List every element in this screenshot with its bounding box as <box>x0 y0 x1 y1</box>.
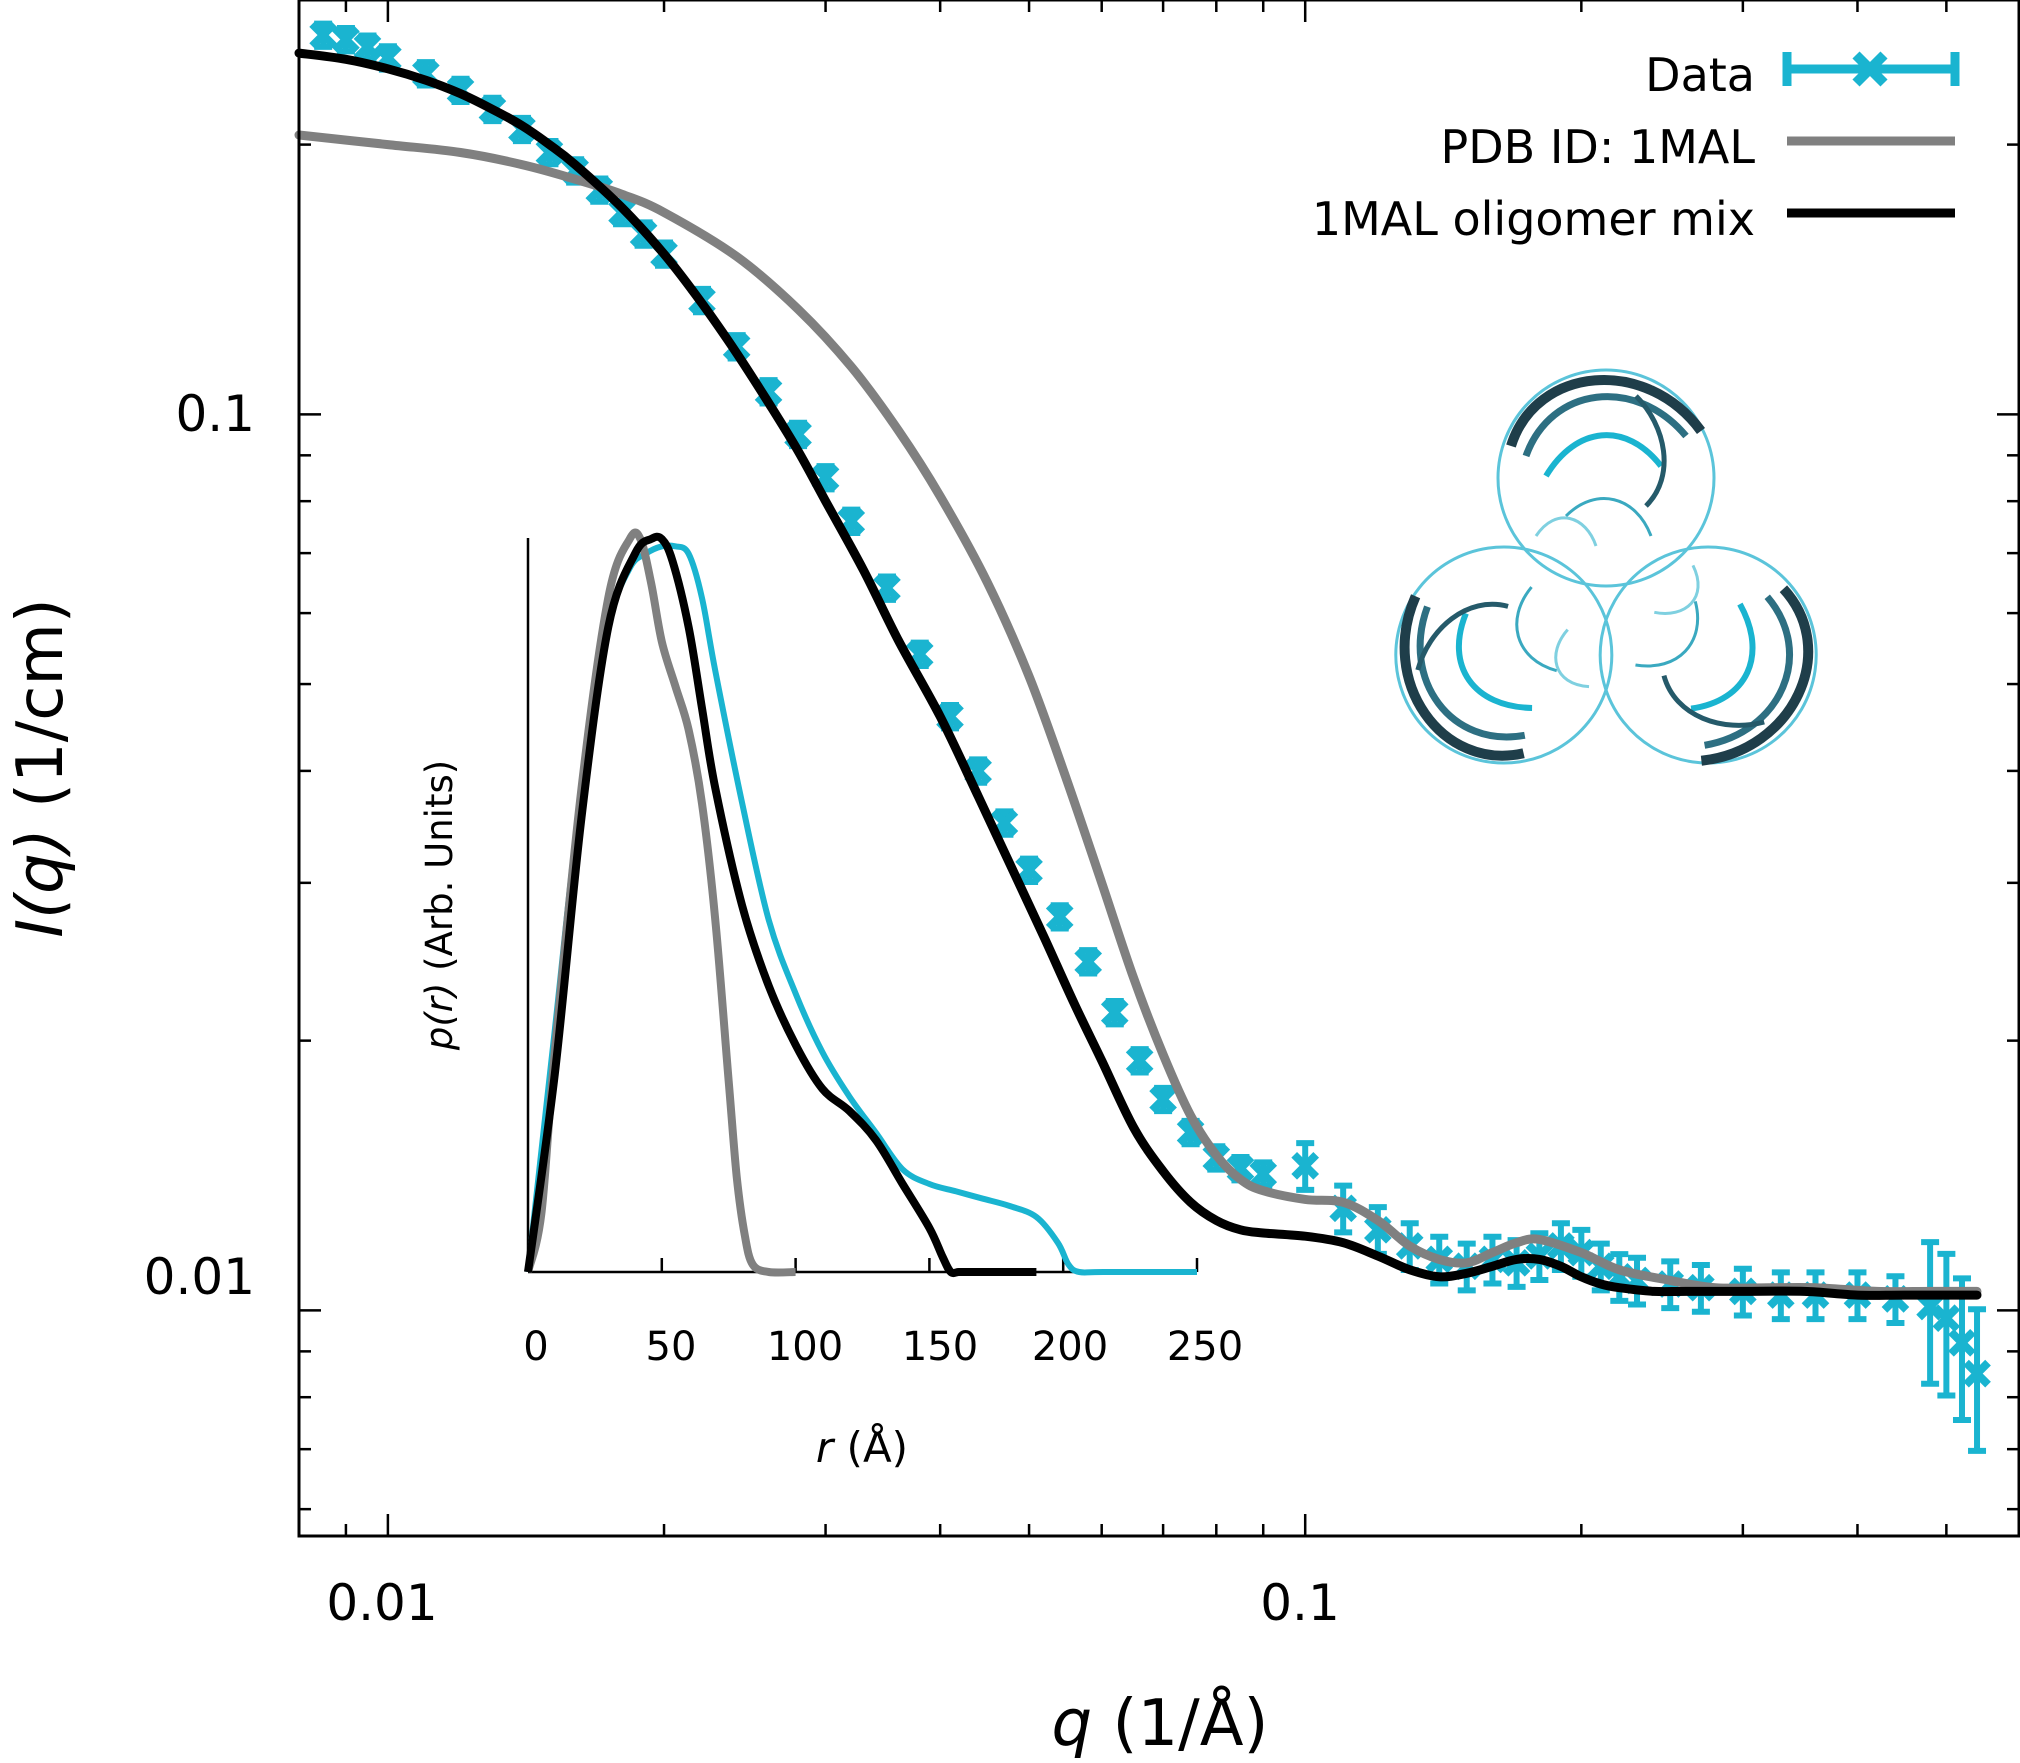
legend-label-pdb: PDB ID: 1MAL <box>1441 120 1756 174</box>
pdb-model-curve <box>294 130 1982 1297</box>
data-point <box>1149 1084 1177 1115</box>
trimer-subunit-3 <box>1394 545 1614 765</box>
legend-label-mix: 1MAL oligomer mix <box>1312 192 1755 246</box>
data-point <box>1125 1046 1154 1076</box>
legend-symbol-data <box>1782 51 1960 87</box>
inset-y-unit: (Arb. Units) <box>418 760 461 983</box>
inset-x-tick-50: 50 <box>646 1324 697 1370</box>
trimer-subunit-2 <box>1598 545 1818 766</box>
main-model-curves <box>294 48 1982 1300</box>
inset-y-axis-title: p(r) (Arb. Units) <box>418 760 461 1051</box>
oligomer-mix-curve <box>294 48 1982 1300</box>
y-tick-label-0.1: 0.1 <box>175 385 255 443</box>
x-axis-title: q (1/Å) <box>1052 1685 1269 1761</box>
x-axis-variable: q <box>1052 1687 1093 1761</box>
x-axis-unit: (1/Å) <box>1092 1685 1268 1761</box>
y-tick-label-0.01: 0.01 <box>144 1248 255 1306</box>
inset-curves <box>524 528 1197 1278</box>
inset-x-tick-200: 200 <box>1032 1324 1108 1370</box>
data-point <box>1015 855 1043 885</box>
data-point <box>332 25 360 55</box>
trimer-subunit-1 <box>1496 368 1716 588</box>
y-axis-title: I(q) (1/cm) <box>4 598 78 938</box>
pr-inset-plot: 0 50 100 150 200 250 r (Å) p(r) (Arb. Un… <box>418 528 1243 1472</box>
x-tick-label-0.1: 0.1 <box>1260 1574 1340 1632</box>
inset-x-tick-150: 150 <box>902 1324 978 1370</box>
data-point <box>353 32 382 62</box>
main-axis-ticks <box>297 0 2019 1536</box>
inset-x-tick-100: 100 <box>767 1324 843 1370</box>
y-axis-variable: I(q) <box>4 828 78 937</box>
inset-y-variable: p(r) <box>418 983 461 1052</box>
x-tick-label-0.01: 0.01 <box>326 1574 437 1632</box>
data-point <box>1074 947 1103 977</box>
inset-x-variable: r <box>816 1423 836 1472</box>
data-point <box>1932 1250 1961 1399</box>
y-axis-unit: (1/cm) <box>4 598 78 828</box>
data-point <box>1100 997 1129 1028</box>
inset-x-tick-0: 0 <box>523 1324 548 1370</box>
legend: Data PDB ID: 1MAL 1MAL oligomer mix <box>1312 48 1960 246</box>
data-point <box>1291 1140 1320 1193</box>
data-point <box>1963 1306 1991 1454</box>
legend-label-data: Data <box>1645 48 1755 102</box>
data-point <box>309 20 337 50</box>
main-plot-frame <box>297 0 2020 1538</box>
inset-tick-labels: 0 50 100 150 200 250 <box>523 1324 1243 1370</box>
protein-structure-image <box>1394 368 1818 766</box>
inset-x-tick-250: 250 <box>1167 1324 1243 1370</box>
inset-mix-curve <box>524 532 1037 1278</box>
inset-x-unit: (Å) <box>833 1422 908 1472</box>
main-tick-labels: 0.1 0.01 0.01 0.1 <box>144 385 1340 1632</box>
inset-x-axis-title: r (Å) <box>816 1422 908 1472</box>
data-point <box>1948 1275 1976 1424</box>
data-point <box>1045 902 1074 932</box>
